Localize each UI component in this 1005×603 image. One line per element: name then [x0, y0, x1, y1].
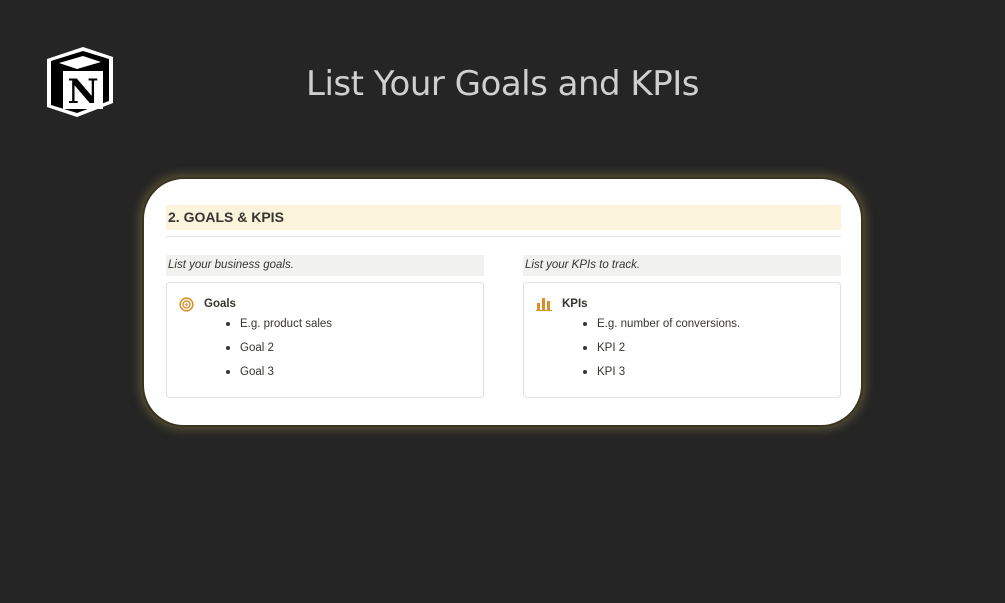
target-icon — [179, 296, 194, 312]
kpis-column: List your KPIs to track. KPIs E.g. numbe… — [523, 255, 841, 398]
svg-text:N: N — [67, 72, 98, 112]
bar-chart-icon — [536, 298, 552, 311]
divider — [166, 236, 841, 237]
list-item[interactable]: Goal 3 — [224, 360, 471, 384]
goals-column: List your business goals. Goals E.g. pro… — [166, 255, 484, 398]
list-item[interactable]: KPI 3 — [581, 360, 828, 384]
goals-callout: Goals E.g. product sales Goal 2 Goal 3 — [166, 282, 484, 398]
list-item[interactable]: KPI 2 — [581, 336, 828, 360]
goals-title: Goals — [204, 298, 236, 310]
kpis-label: List your KPIs to track. — [523, 255, 841, 276]
section-heading: 2. GOALS & KPIS — [166, 205, 841, 230]
list-item[interactable]: E.g. number of conversions. — [581, 312, 828, 336]
kpis-title: KPIs — [562, 298, 588, 310]
notion-logo: N — [47, 47, 113, 117]
list-item[interactable]: Goal 2 — [224, 336, 471, 360]
goals-card: 2. GOALS & KPIS List your business goals… — [142, 177, 863, 427]
kpis-callout: KPIs E.g. number of conversions. KPI 2 K… — [523, 282, 841, 398]
page-title: List Your Goals and KPIs — [306, 64, 699, 104]
list-item[interactable]: E.g. product sales — [224, 312, 471, 336]
goals-label: List your business goals. — [166, 255, 484, 276]
